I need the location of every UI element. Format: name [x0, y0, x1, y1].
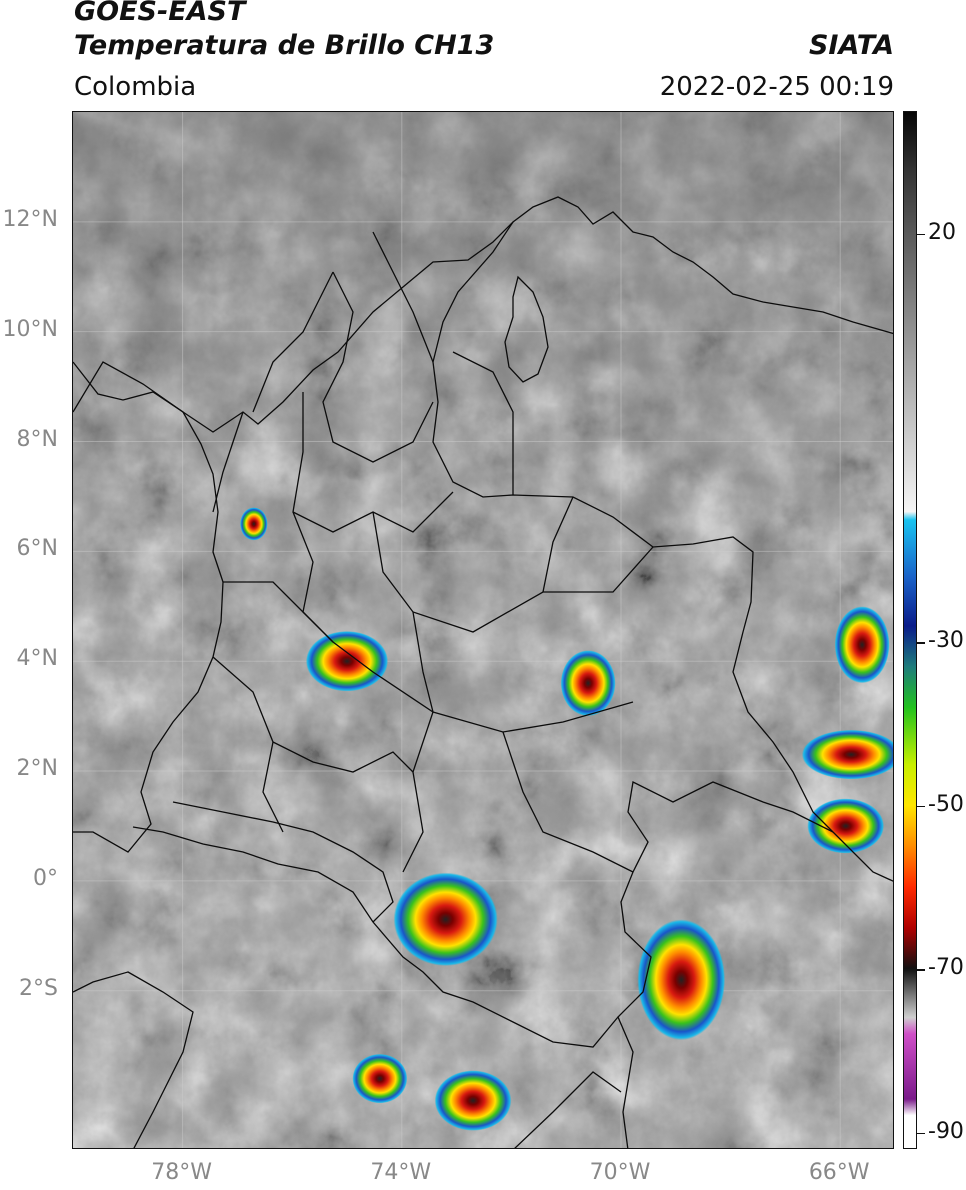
storm-cells	[240, 507, 893, 1131]
colorbar-tick	[917, 805, 925, 808]
dept-boundary-8	[212, 656, 414, 773]
organization-label: SIATA	[808, 30, 894, 61]
colorbar-tick	[917, 969, 925, 971]
storm-southeast-amazon	[637, 919, 726, 1041]
lat-label: 8°N	[16, 426, 58, 452]
satellite-title: GOES-EAST	[74, 0, 246, 27]
colorbar-label: -50	[928, 791, 964, 817]
lon-label: 70°W	[589, 1160, 651, 1185]
storm-eastern-cells	[834, 606, 890, 684]
borders	[73, 196, 893, 1148]
lat-label: 12°N	[2, 206, 58, 232]
storm-east-border	[801, 729, 893, 780]
colorbar-tick	[917, 642, 925, 644]
colorbar	[903, 111, 917, 1149]
dept-boundary-12	[452, 351, 514, 495]
dept-boundary-13	[262, 741, 284, 833]
storm-choco	[240, 507, 268, 541]
lat-label: 0°	[33, 865, 58, 891]
dept-boundary-10	[542, 496, 574, 593]
colorbar-label: -70	[928, 955, 964, 981]
lon-label: 74°W	[370, 1160, 432, 1185]
cloud-shading	[73, 112, 893, 1148]
coastline-caribbean	[73, 196, 893, 433]
lat-label: 10°N	[2, 316, 58, 342]
coastline-ecuador	[73, 971, 194, 1148]
border-peru-brazil	[514, 1071, 622, 1148]
dept-boundary-9	[502, 731, 634, 873]
lon-label: 66°W	[808, 1160, 870, 1185]
dept-boundary-6	[223, 581, 634, 733]
lat-label: 4°N	[16, 646, 58, 672]
colorbar-label: -90	[928, 1118, 964, 1144]
border-venezuela-brazil	[832, 831, 893, 882]
border-colombia-peru	[132, 826, 619, 1048]
dept-boundary-5	[372, 511, 654, 633]
storm-south-center	[434, 1070, 512, 1131]
border-colombia-venezuela	[432, 221, 834, 833]
colorbar-label: -30	[928, 628, 964, 654]
dept-boundary-11	[252, 271, 334, 413]
lon-label: 78°W	[151, 1160, 212, 1185]
lake-maracaibo	[504, 275, 549, 383]
timestamp-label: 2022-02-25 00:19	[659, 72, 894, 102]
satellite-map[interactable]	[72, 111, 894, 1149]
lat-label: 6°N	[16, 536, 58, 562]
lat-label: 2°N	[16, 756, 58, 782]
storm-south-west	[352, 1053, 408, 1104]
colorbar-label: 20	[928, 219, 956, 245]
storm-east-plains	[560, 650, 616, 717]
dept-boundary-7	[402, 611, 434, 873]
colorbar-tick	[917, 1132, 925, 1135]
dept-boundary-2	[372, 231, 434, 363]
product-title: Temperatura de Brillo CH13	[74, 30, 495, 61]
border-colombia-panama	[212, 411, 244, 513]
storm-central-andes	[305, 631, 389, 692]
colorbar-tick	[917, 233, 925, 236]
storm-south-putumayo	[393, 872, 498, 967]
dept-boundary-1	[322, 271, 434, 463]
border-colombia-ecuador	[172, 801, 394, 923]
storm-far-east	[807, 798, 885, 854]
coastline-pacific	[73, 361, 224, 853]
region-label: Colombia	[74, 72, 197, 102]
lat-label: 2°S	[19, 975, 58, 1001]
